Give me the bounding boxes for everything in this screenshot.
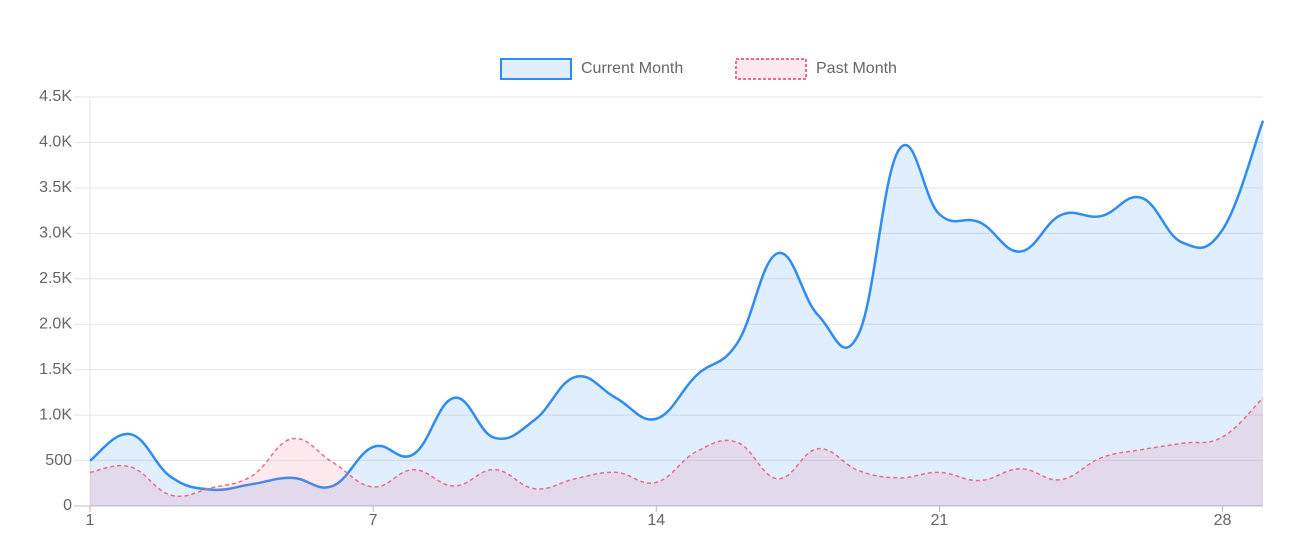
y-tick-label: 2.5K: [39, 270, 72, 287]
y-tick-label: 4.5K: [39, 88, 72, 105]
x-tick-label: 7: [369, 512, 378, 529]
area: [90, 397, 1263, 506]
x-tick-label: 14: [647, 512, 665, 529]
x-tick-label: 1: [86, 512, 95, 529]
line: [89, 120, 1265, 492]
y-tick-label: 1.5K: [39, 361, 72, 378]
y-tick-label: 3.0K: [39, 225, 72, 242]
legend-swatch: [735, 58, 807, 80]
y-tick-label: 4.0K: [39, 134, 72, 151]
legend-label: Current Month: [581, 60, 683, 77]
line: [89, 397, 1264, 498]
y-tick-label: 3.5K: [39, 179, 72, 196]
y-tick-label: 2.0K: [39, 315, 72, 332]
area: [90, 120, 1263, 507]
y-tick-label: 500: [45, 452, 72, 469]
y-tick-label: 0: [63, 497, 72, 514]
legend-swatch: [500, 58, 572, 80]
legend-label: Past Month: [816, 60, 897, 77]
x-tick-label: 28: [1214, 512, 1232, 529]
y-tick-label: 1.0K: [39, 406, 72, 423]
x-tick-label: 21: [931, 512, 949, 529]
